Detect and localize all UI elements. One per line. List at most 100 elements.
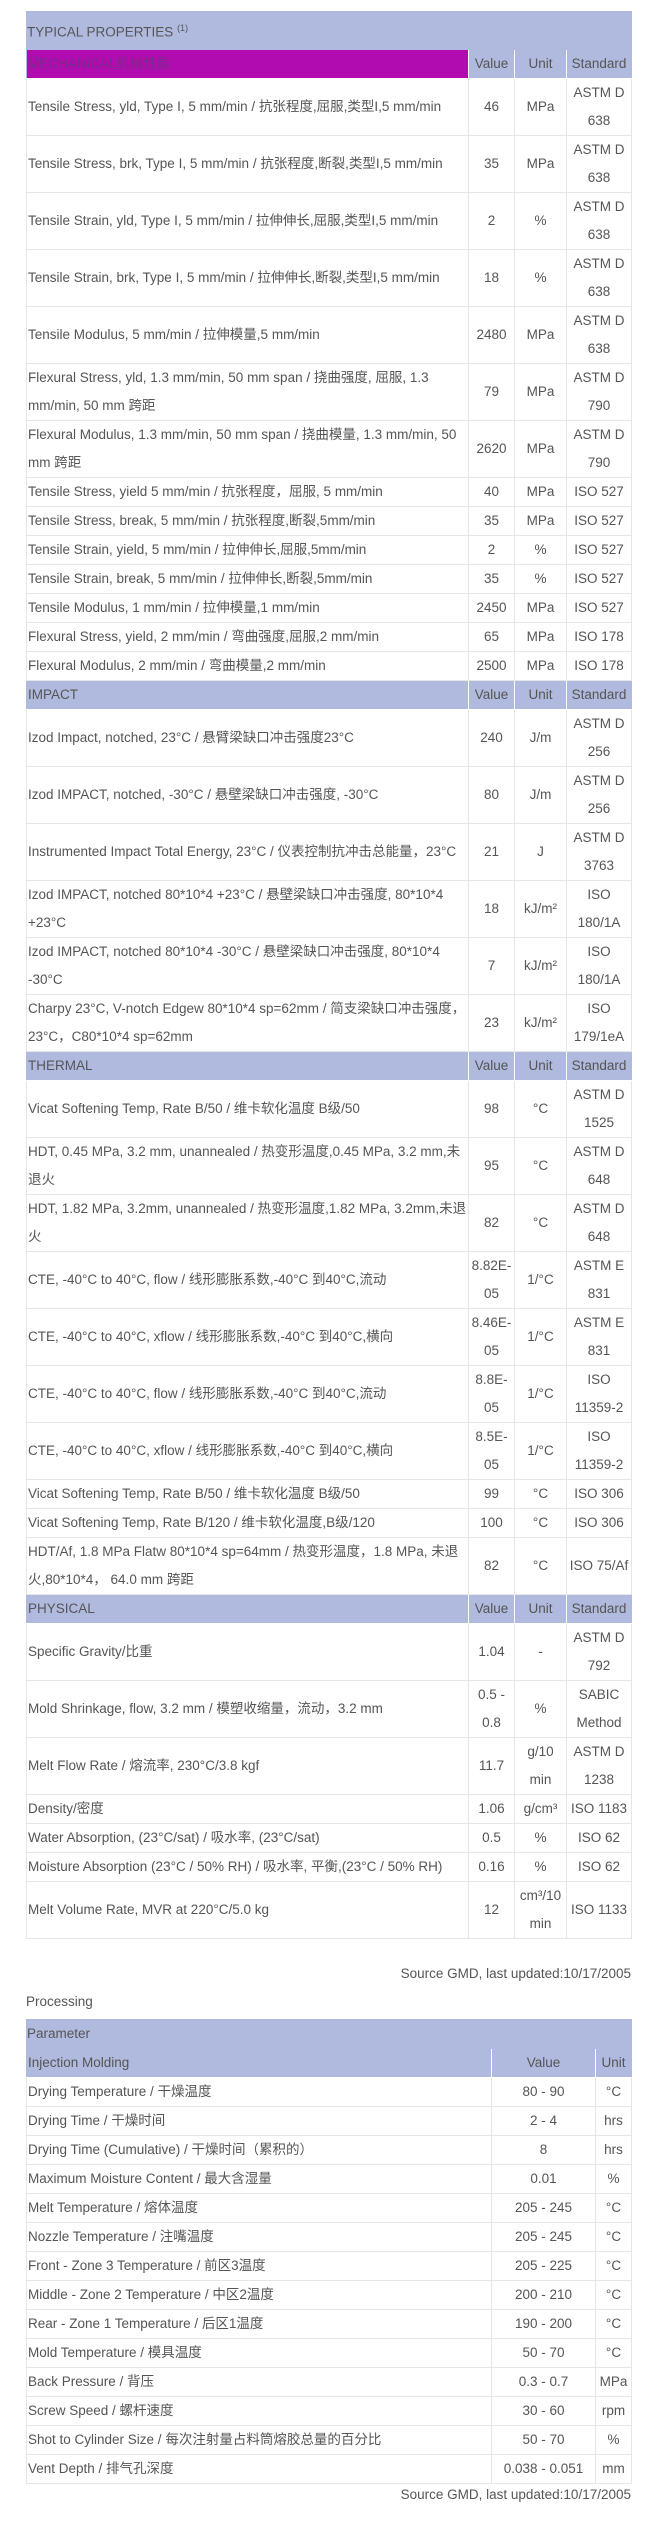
parameter-name: Rear - Zone 1 Temperature / 后区1温度 — [26, 2309, 492, 2339]
column-header-standard: Standard — [566, 1050, 632, 1081]
table-row: Tensile Stress, yld, Type I, 5 mm/min / … — [26, 77, 632, 136]
property-unit: kJ/m² — [514, 993, 567, 1052]
property-name: Tensile Stress, break, 5 mm/min / 抗张程度,断… — [26, 505, 469, 536]
parameter-value: 30 - 60 — [491, 2396, 596, 2426]
property-value: 1.04 — [468, 1622, 515, 1681]
table-row: Flexural Stress, yield, 2 mm/min / 弯曲强度,… — [26, 621, 632, 652]
property-name: Flexural Modulus, 1.3 mm/min, 50 mm span… — [26, 419, 469, 478]
property-name: CTE, -40°C to 40°C, xflow / 线形膨胀系数,-40°C… — [26, 1307, 469, 1366]
section-name: Injection Molding — [26, 2048, 492, 2078]
column-header-unit: Unit — [514, 1593, 567, 1624]
property-name: Tensile Strain, brk, Type I, 5 mm/min / … — [26, 248, 469, 307]
property-unit: MPa — [514, 134, 567, 193]
column-header-value: Value — [468, 1050, 515, 1081]
property-unit: MPa — [514, 650, 567, 681]
property-unit: cm³/10 min — [514, 1880, 567, 1939]
property-value: 98 — [468, 1079, 515, 1138]
property-standard: ISO 178 — [566, 650, 632, 681]
property-name: Izod Impact, notched, 23°C / 悬臂梁缺口冲击强度23… — [26, 708, 469, 767]
property-value: 240 — [468, 708, 515, 767]
table-row: Density/密度 1.06 g/cm³ ISO 1183 — [26, 1793, 632, 1824]
property-name: Moisture Absorption (23°C / 50% RH) / 吸水… — [26, 1851, 469, 1882]
table-row: Tensile Strain, yld, Type I, 5 mm/min / … — [26, 191, 632, 250]
column-header-value: Value — [468, 48, 515, 79]
property-unit: 1/°C — [514, 1364, 567, 1423]
property-standard: ISO 527 — [566, 534, 632, 565]
property-unit: 1/°C — [514, 1250, 567, 1309]
table-row: Izod IMPACT, notched, -30°C / 悬壁梁缺口冲击强度,… — [26, 765, 632, 824]
property-value: 8.5E-05 — [468, 1421, 515, 1480]
property-standard: ISO 306 — [566, 1478, 632, 1509]
property-standard: ASTM D 638 — [566, 134, 632, 193]
parameter-value: 205 - 225 — [491, 2251, 596, 2281]
section-name: THERMAL — [26, 1050, 469, 1081]
parameter-unit: °C — [595, 2309, 632, 2339]
property-unit: MPa — [514, 305, 567, 364]
property-standard: ASTM D 1238 — [566, 1736, 632, 1795]
property-unit: J/m — [514, 765, 567, 824]
table-row: Tensile Stress, brk, Type I, 5 mm/min / … — [26, 134, 632, 193]
table-row: Nozzle Temperature / 注嘴温度 205 - 245 °C — [26, 2222, 632, 2252]
property-standard: ISO 180/1A — [566, 936, 632, 995]
parameter-unit: °C — [595, 2280, 632, 2310]
property-value: 18 — [468, 248, 515, 307]
parameter-value: 2 - 4 — [491, 2106, 596, 2136]
parameter-name: Drying Time / 干燥时间 — [26, 2106, 492, 2136]
parameter-unit: °C — [595, 2077, 632, 2107]
property-standard: ASTM E 831 — [566, 1250, 632, 1309]
parameter-unit: % — [595, 2164, 632, 2194]
property-unit: % — [514, 563, 567, 594]
property-name: Izod IMPACT, notched 80*10*4 -30°C / 悬壁梁… — [26, 936, 469, 995]
parameter-name: Maximum Moisture Content / 最大含湿量 — [26, 2164, 492, 2194]
parameter-value: 50 - 70 — [491, 2425, 596, 2455]
property-unit: MPa — [514, 419, 567, 478]
property-unit: MPa — [514, 362, 567, 421]
column-header-unit: Unit — [514, 1050, 567, 1081]
property-name: HDT, 1.82 MPa, 3.2mm, unannealed / 热变形温度… — [26, 1193, 469, 1252]
property-unit: J — [514, 822, 567, 881]
table-row: Tensile Strain, yield, 5 mm/min / 拉伸伸长,屈… — [26, 534, 632, 565]
property-value: 82 — [468, 1536, 515, 1595]
section-name: MECHANICAL机械性能 — [26, 48, 469, 79]
property-value: 35 — [468, 563, 515, 594]
property-value: 99 — [468, 1478, 515, 1509]
property-standard: ASTM D 256 — [566, 708, 632, 767]
property-value: 0.5 - 0.8 — [468, 1679, 515, 1738]
table-row: Tensile Strain, brk, Type I, 5 mm/min / … — [26, 248, 632, 307]
table-row: HDT/Af, 1.8 MPa Flatw 80*10*4 sp=64mm / … — [26, 1536, 632, 1595]
property-value: 100 — [468, 1507, 515, 1538]
property-standard: ASTM D 256 — [566, 765, 632, 824]
property-unit: kJ/m² — [514, 936, 567, 995]
column-header-value: Value — [491, 2048, 596, 2078]
property-standard: ASTM D 638 — [566, 248, 632, 307]
processing-label: Processing — [26, 1994, 93, 2009]
parameter-unit: mm — [595, 2454, 632, 2484]
property-name: Melt Flow Rate / 熔流率, 230°C/3.8 kgf — [26, 1736, 469, 1795]
property-name: Vicat Softening Temp, Rate B/50 / 维卡软化温度… — [26, 1478, 469, 1509]
property-value: 79 — [468, 362, 515, 421]
property-standard: ISO 527 — [566, 505, 632, 536]
property-name: Tensile Strain, yld, Type I, 5 mm/min / … — [26, 191, 469, 250]
table-row: Screw Speed / 螺杆速度 30 - 60 rpm — [26, 2396, 632, 2426]
property-unit: kJ/m² — [514, 879, 567, 938]
parameter-value: 200 - 210 — [491, 2280, 596, 2310]
property-name: Vicat Softening Temp, Rate B/120 / 维卡软化温… — [26, 1507, 469, 1538]
column-header-unit: Unit — [514, 48, 567, 79]
typical-properties-table: TYPICAL PROPERTIES (1) MECHANICAL机械性能 Val… — [26, 11, 632, 1939]
table-row: Specific Gravity/比重 1.04- ASTM D 792 — [26, 1622, 632, 1681]
table-row: Rear - Zone 1 Temperature / 后区1温度 190 - 2… — [26, 2309, 632, 2339]
table-row: Front - Zone 3 Temperature / 前区3温度 205 - … — [26, 2251, 632, 2281]
property-name: CTE, -40°C to 40°C, flow / 线形膨胀系数,-40°C … — [26, 1364, 469, 1423]
property-unit: % — [514, 1822, 567, 1853]
table-row: Flexural Modulus, 1.3 mm/min, 50 mm span… — [26, 419, 632, 478]
parameter-name: Mold Temperature / 模具温度 — [26, 2338, 492, 2368]
property-name: Tensile Stress, yield 5 mm/min / 抗张程度，屈服… — [26, 476, 469, 507]
table-row: Izod IMPACT, notched 80*10*4 -30°C / 悬壁梁… — [26, 936, 632, 995]
property-value: 8.46E-05 — [468, 1307, 515, 1366]
parameter-unit: °C — [595, 2222, 632, 2252]
property-name: Flexural Stress, yield, 2 mm/min / 弯曲强度,… — [26, 621, 469, 652]
property-value: 8.82E-05 — [468, 1250, 515, 1309]
property-standard: SABIC Method — [566, 1679, 632, 1738]
property-standard: ISO 527 — [566, 476, 632, 507]
property-unit: °C — [514, 1193, 567, 1252]
